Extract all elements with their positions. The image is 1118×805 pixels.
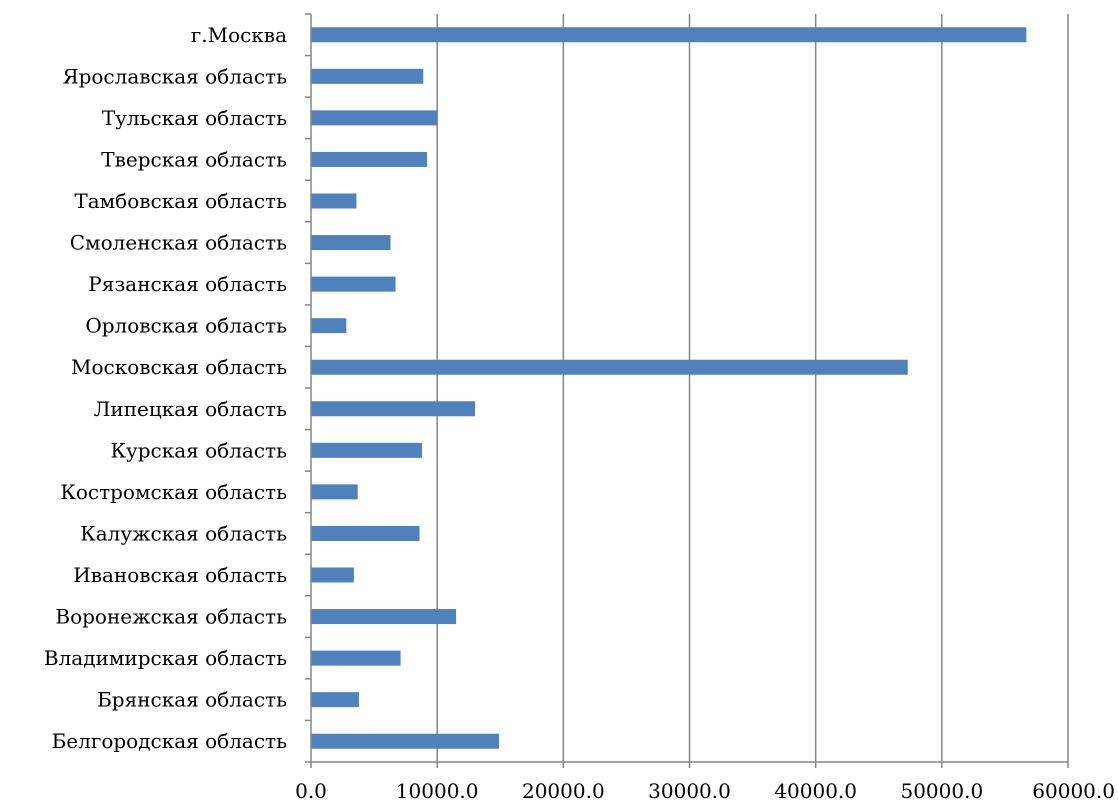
bar: [311, 442, 423, 458]
bar: [311, 609, 457, 625]
category-label: Тамбовская область: [74, 189, 287, 213]
x-tick-label: 20000.0: [522, 779, 605, 803]
bar: [311, 276, 396, 292]
category-label: Воронежская область: [55, 605, 287, 629]
category-label: Ярославская область: [62, 64, 287, 88]
bar: [311, 318, 347, 334]
category-label: Орловская область: [85, 314, 287, 338]
bar: [311, 401, 476, 417]
bar: [311, 68, 424, 84]
bar: [311, 525, 420, 541]
x-tick-label: 30000.0: [648, 779, 731, 803]
bar: [311, 110, 438, 126]
category-labels: Белгородская область Брянская область Влад…: [44, 23, 287, 753]
category-label: Липецкая область: [94, 397, 287, 421]
bar: [311, 193, 357, 209]
x-tick-label: 0.0: [295, 779, 327, 803]
bar: [311, 733, 499, 749]
category-label: Владимирская область: [44, 646, 287, 670]
category-label: Калужская область: [80, 521, 287, 545]
category-label: Рязанская область: [88, 272, 287, 296]
category-label: Тверская область: [101, 147, 287, 171]
x-tick-label: 50000.0: [900, 779, 983, 803]
x-tick-label: 40000.0: [774, 779, 857, 803]
category-label: Костромская область: [60, 480, 287, 504]
category-label: Смоленская область: [70, 231, 287, 255]
bar: [311, 567, 354, 583]
bar: [311, 151, 428, 167]
category-label: г.Москва: [191, 23, 287, 47]
bar: [311, 484, 358, 500]
x-tick-label: 10000.0: [396, 779, 479, 803]
category-label: Ивановская область: [73, 563, 287, 587]
axes: [305, 13, 1069, 768]
category-label: Московская область: [71, 355, 287, 379]
category-label: Тульская область: [102, 106, 287, 130]
bars: [311, 27, 1027, 749]
bar: [311, 692, 359, 708]
x-tick-label: 60000.0: [1032, 779, 1115, 803]
bar: [311, 359, 908, 375]
category-label: Белгородская область: [52, 729, 287, 753]
tick-labels: 0.0 10000.0 20000.0 30000.0 40000.0 50000.0 60…: [295, 779, 1115, 803]
bar: [311, 235, 391, 251]
category-label: Брянская область: [97, 688, 287, 712]
gridlines: [436, 14, 1069, 762]
category-label: Курская область: [110, 438, 287, 462]
bar: [311, 650, 401, 666]
bar: [311, 27, 1027, 43]
